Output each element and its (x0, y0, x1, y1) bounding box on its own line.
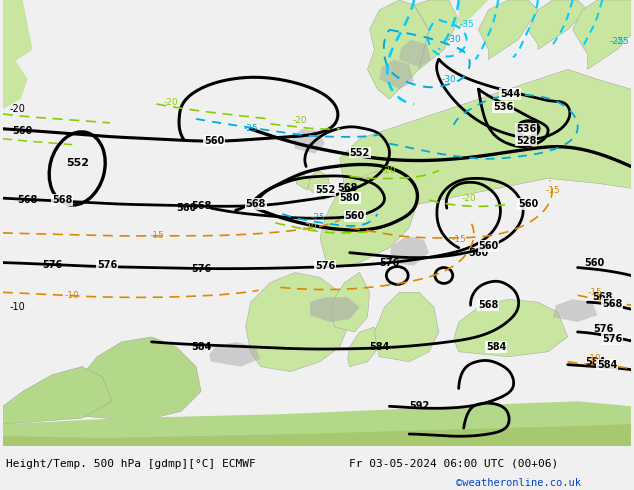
Text: 576: 576 (593, 324, 614, 334)
Polygon shape (245, 272, 350, 371)
Text: 576: 576 (42, 260, 63, 270)
Text: 584: 584 (597, 360, 618, 369)
Text: Fr 03-05-2024 06:00 UTC (00+06): Fr 03-05-2024 06:00 UTC (00+06) (349, 459, 558, 468)
Polygon shape (379, 59, 414, 89)
Text: 576: 576 (315, 261, 335, 270)
Polygon shape (454, 299, 567, 357)
Polygon shape (308, 171, 332, 200)
Polygon shape (368, 0, 429, 99)
Polygon shape (414, 0, 458, 70)
Text: 536: 536 (493, 102, 514, 112)
Polygon shape (296, 173, 310, 190)
Text: 584: 584 (585, 357, 605, 367)
Text: 560: 560 (478, 241, 498, 251)
Text: 568: 568 (245, 199, 266, 209)
Polygon shape (3, 0, 32, 70)
Text: 560: 560 (585, 258, 605, 268)
Polygon shape (399, 40, 431, 68)
Text: 584: 584 (369, 342, 390, 352)
Text: -15: -15 (149, 231, 164, 240)
Text: -20: -20 (10, 104, 26, 114)
Polygon shape (479, 0, 538, 59)
Text: 552: 552 (315, 185, 335, 195)
Text: -30: -30 (441, 75, 456, 84)
Polygon shape (458, 0, 488, 30)
Text: -25: -25 (615, 37, 630, 46)
Polygon shape (320, 169, 419, 268)
Text: -20: -20 (293, 117, 307, 125)
Text: 536: 536 (516, 124, 536, 134)
Text: 528: 528 (516, 136, 536, 146)
Polygon shape (375, 293, 439, 362)
Text: -25: -25 (311, 214, 325, 222)
Text: 560: 560 (344, 211, 365, 221)
Polygon shape (340, 70, 631, 218)
Text: 560: 560 (13, 126, 33, 136)
Text: 544: 544 (500, 89, 521, 99)
Polygon shape (330, 272, 370, 332)
Text: 568: 568 (191, 201, 211, 211)
Polygon shape (209, 342, 261, 367)
Polygon shape (573, 0, 631, 70)
Text: 576: 576 (379, 258, 399, 268)
Text: ©weatheronline.co.uk: ©weatheronline.co.uk (456, 478, 581, 489)
Polygon shape (553, 299, 597, 322)
Polygon shape (3, 367, 112, 424)
Text: -30: -30 (446, 35, 461, 44)
Text: -15: -15 (451, 235, 466, 245)
Text: 560: 560 (469, 247, 489, 258)
Text: 576: 576 (602, 334, 623, 344)
Text: 568: 568 (602, 299, 623, 309)
Text: 576: 576 (191, 264, 211, 273)
Text: 568: 568 (592, 292, 612, 302)
Text: 568: 568 (478, 300, 498, 310)
Text: -20: -20 (382, 166, 397, 175)
Text: -10: -10 (10, 302, 25, 312)
Text: 584: 584 (486, 342, 507, 352)
Text: -15: -15 (587, 288, 602, 297)
Text: -10: -10 (65, 291, 80, 300)
Polygon shape (3, 401, 631, 446)
Polygon shape (72, 337, 201, 421)
Text: Height/Temp. 500 hPa [gdmp][°C] ECMWF: Height/Temp. 500 hPa [gdmp][°C] ECMWF (6, 459, 256, 468)
Polygon shape (3, 424, 631, 446)
Text: 568: 568 (18, 195, 38, 205)
Text: -15: -15 (545, 186, 560, 195)
Polygon shape (292, 129, 325, 153)
Text: -25: -25 (610, 37, 624, 46)
Text: 584: 584 (191, 342, 211, 352)
Text: -25: -25 (243, 124, 258, 133)
Polygon shape (3, 59, 28, 109)
Text: 552: 552 (349, 147, 370, 158)
Text: 560: 560 (176, 203, 197, 213)
Text: 580: 580 (340, 193, 360, 203)
Text: -20: -20 (303, 223, 318, 232)
Polygon shape (389, 236, 429, 266)
Text: -20: -20 (164, 98, 179, 106)
Text: -35: -35 (459, 20, 474, 29)
Text: 568: 568 (337, 183, 358, 193)
Polygon shape (347, 327, 379, 367)
Text: 568: 568 (52, 195, 72, 205)
Text: -10: -10 (586, 354, 601, 363)
Text: -20: -20 (462, 194, 476, 203)
Text: 576: 576 (97, 260, 117, 270)
Text: 560: 560 (204, 136, 224, 146)
Text: 552: 552 (66, 158, 89, 169)
Polygon shape (528, 0, 588, 49)
Polygon shape (310, 297, 359, 322)
Text: 592: 592 (409, 401, 429, 411)
Text: 560: 560 (518, 199, 538, 209)
